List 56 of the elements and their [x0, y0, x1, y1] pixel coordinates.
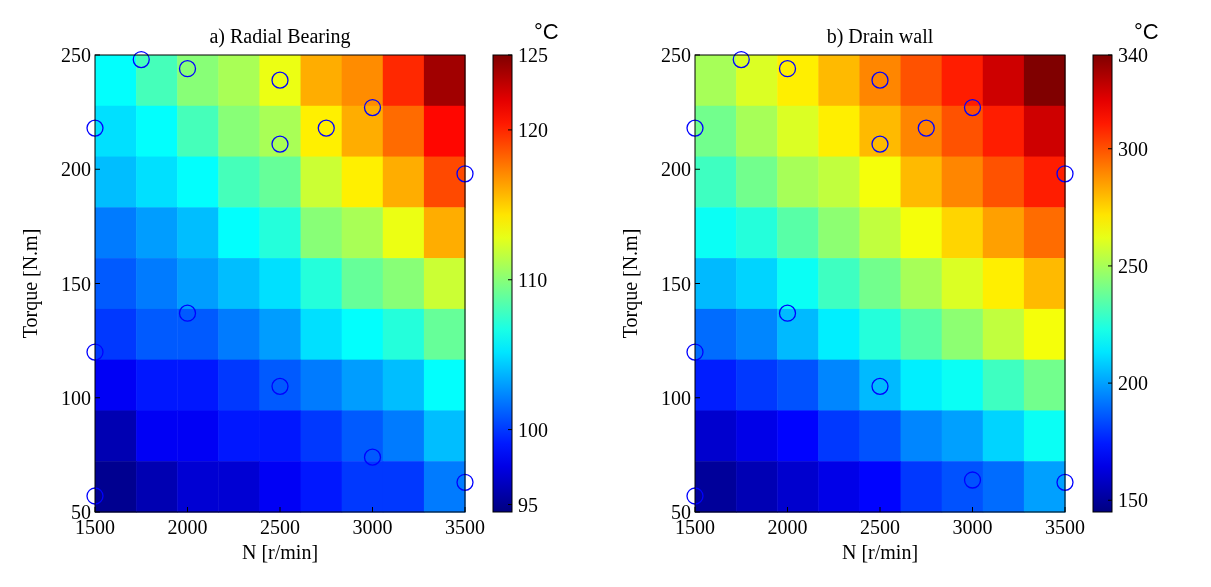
y-tick-label: 150 — [61, 272, 91, 295]
point — [1056, 165, 1074, 183]
x-tick-label: 2000 — [167, 516, 208, 538]
x-tick-label: 2500 — [860, 516, 900, 538]
y-tick-label: 200 — [61, 158, 91, 181]
point — [871, 135, 889, 153]
point — [178, 304, 197, 322]
x-tick-label: 3000 — [952, 516, 993, 538]
x-tick-label: 3500 — [445, 516, 485, 538]
x-tick-label: 3000 — [352, 516, 393, 538]
point — [1056, 473, 1074, 491]
y-tick-label: 150 — [661, 272, 691, 295]
chart-title: a) Radial Bearing — [209, 25, 351, 48]
color-bar-label: 200 — [1118, 372, 1148, 395]
y-tick-label: 100 — [61, 386, 91, 409]
x-tick-label: 2000 — [767, 516, 808, 538]
point — [363, 448, 382, 466]
color-bar-label: 340 — [1118, 44, 1148, 66]
point — [686, 343, 704, 361]
color-bar-label: 110 — [518, 268, 548, 291]
y-tick-label: 250 — [61, 44, 91, 66]
color-bar-label: 125 — [518, 44, 548, 66]
x-tick-label: 3500 — [1045, 516, 1085, 538]
x-axis-title: N [r/min] — [841, 541, 919, 563]
y-axis-title: Torque [N.m] — [619, 228, 642, 339]
color-bar-label: 100 — [518, 418, 548, 441]
color-bar-label: 150 — [1118, 489, 1148, 512]
chart-title: b) Drain wall — [826, 25, 934, 48]
point — [778, 304, 797, 322]
color-bar-title: °C — [534, 19, 559, 44]
x-tick-label: 2500 — [260, 516, 300, 538]
point — [178, 60, 197, 78]
point — [963, 471, 982, 489]
y-tick-label: 200 — [661, 158, 691, 181]
point — [132, 50, 150, 69]
color-bar-label: 120 — [518, 118, 548, 141]
color-bar-title: °C — [1134, 19, 1159, 44]
point — [271, 135, 289, 153]
y-tick-label: 250 — [661, 44, 691, 66]
color-bar-label: 95 — [518, 493, 538, 516]
point — [456, 165, 474, 183]
color-bar-label: 300 — [1118, 137, 1148, 160]
point — [86, 343, 104, 361]
point — [963, 98, 982, 117]
point — [686, 487, 704, 505]
point — [686, 119, 704, 137]
y-tick-label: 100 — [661, 386, 691, 409]
x-axis-title: N [r/min] — [241, 541, 319, 563]
point — [456, 473, 474, 491]
point — [86, 487, 104, 505]
color-bar-label: 250 — [1118, 254, 1148, 277]
point — [778, 60, 797, 78]
point — [86, 119, 104, 137]
point — [363, 98, 382, 117]
y-axis-title: Torque [N.m] — [19, 228, 42, 339]
point — [732, 50, 750, 69]
